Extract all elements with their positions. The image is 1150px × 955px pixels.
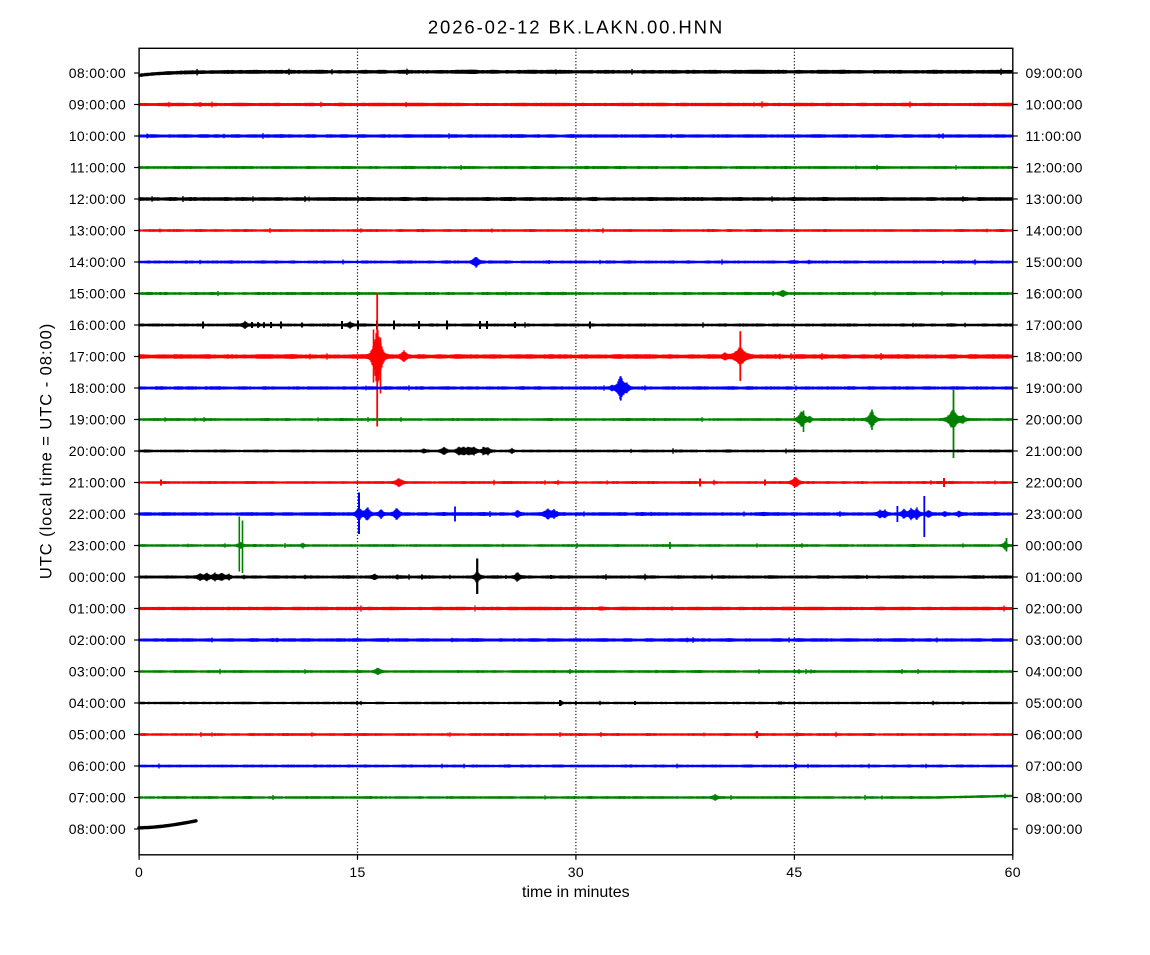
svg-text:20:00:00: 20:00:00 [69, 443, 126, 459]
svg-text:06:00:00: 06:00:00 [1026, 727, 1083, 743]
svg-text:10:00:00: 10:00:00 [1026, 97, 1083, 113]
svg-text:05:00:00: 05:00:00 [1026, 695, 1083, 711]
svg-text:23:00:00: 23:00:00 [1026, 506, 1083, 522]
svg-text:14:00:00: 14:00:00 [69, 254, 126, 270]
svg-text:16:00:00: 16:00:00 [1026, 286, 1083, 302]
svg-text:30: 30 [568, 864, 584, 880]
svg-text:15: 15 [349, 864, 365, 880]
svg-text:08:00:00: 08:00:00 [69, 65, 126, 81]
svg-text:04:00:00: 04:00:00 [69, 695, 126, 711]
svg-text:15:00:00: 15:00:00 [1026, 254, 1083, 270]
svg-text:09:00:00: 09:00:00 [1026, 821, 1083, 837]
svg-text:12:00:00: 12:00:00 [69, 191, 126, 207]
svg-text:06:00:00: 06:00:00 [69, 758, 126, 774]
svg-text:23:00:00: 23:00:00 [69, 538, 126, 554]
svg-text:45: 45 [786, 864, 802, 880]
svg-text:11:00:00: 11:00:00 [70, 160, 126, 176]
svg-text:07:00:00: 07:00:00 [69, 790, 126, 806]
svg-text:22:00:00: 22:00:00 [1026, 475, 1083, 491]
svg-text:19:00:00: 19:00:00 [69, 412, 126, 428]
svg-text:16:00:00: 16:00:00 [69, 317, 126, 333]
svg-text:02:00:00: 02:00:00 [69, 632, 126, 648]
svg-text:18:00:00: 18:00:00 [69, 380, 126, 396]
svg-text:17:00:00: 17:00:00 [1026, 317, 1083, 333]
svg-text:09:00:00: 09:00:00 [1026, 65, 1083, 81]
svg-text:08:00:00: 08:00:00 [1026, 790, 1083, 806]
svg-text:time in minutes: time in minutes [522, 884, 630, 901]
svg-text:12:00:00: 12:00:00 [1026, 160, 1083, 176]
svg-text:00:00:00: 00:00:00 [69, 569, 126, 585]
svg-text:21:00:00: 21:00:00 [69, 475, 126, 491]
svg-text:03:00:00: 03:00:00 [1026, 632, 1083, 648]
svg-text:20:00:00: 20:00:00 [1026, 412, 1083, 428]
svg-text:09:00:00: 09:00:00 [69, 97, 126, 113]
svg-text:60: 60 [1005, 864, 1021, 880]
svg-text:13:00:00: 13:00:00 [1026, 191, 1083, 207]
svg-text:17:00:00: 17:00:00 [69, 349, 126, 365]
svg-text:04:00:00: 04:00:00 [1026, 664, 1083, 680]
svg-text:14:00:00: 14:00:00 [1026, 223, 1083, 239]
svg-text:00:00:00: 00:00:00 [1026, 538, 1083, 554]
svg-text:13:00:00: 13:00:00 [69, 223, 126, 239]
svg-text:07:00:00: 07:00:00 [1026, 758, 1083, 774]
svg-text:01:00:00: 01:00:00 [69, 601, 126, 617]
svg-text:UTC (local time = UTC - 08:00): UTC (local time = UTC - 08:00) [38, 323, 56, 579]
svg-text:0: 0 [135, 864, 143, 880]
svg-text:03:00:00: 03:00:00 [69, 664, 126, 680]
svg-text:08:00:00: 08:00:00 [69, 821, 126, 837]
svg-text:11:00:00: 11:00:00 [1026, 128, 1082, 144]
svg-text:02:00:00: 02:00:00 [1026, 601, 1083, 617]
svg-text:22:00:00: 22:00:00 [69, 506, 126, 522]
svg-text:21:00:00: 21:00:00 [1026, 443, 1083, 459]
svg-text:10:00:00: 10:00:00 [69, 128, 126, 144]
svg-text:05:00:00: 05:00:00 [69, 727, 126, 743]
svg-text:15:00:00: 15:00:00 [69, 286, 126, 302]
svg-text:18:00:00: 18:00:00 [1026, 349, 1083, 365]
svg-text:2026-02-12 BK.LAKN.00.HNN: 2026-02-12 BK.LAKN.00.HNN [428, 17, 724, 38]
svg-text:19:00:00: 19:00:00 [1026, 380, 1083, 396]
svg-text:01:00:00: 01:00:00 [1026, 569, 1083, 585]
